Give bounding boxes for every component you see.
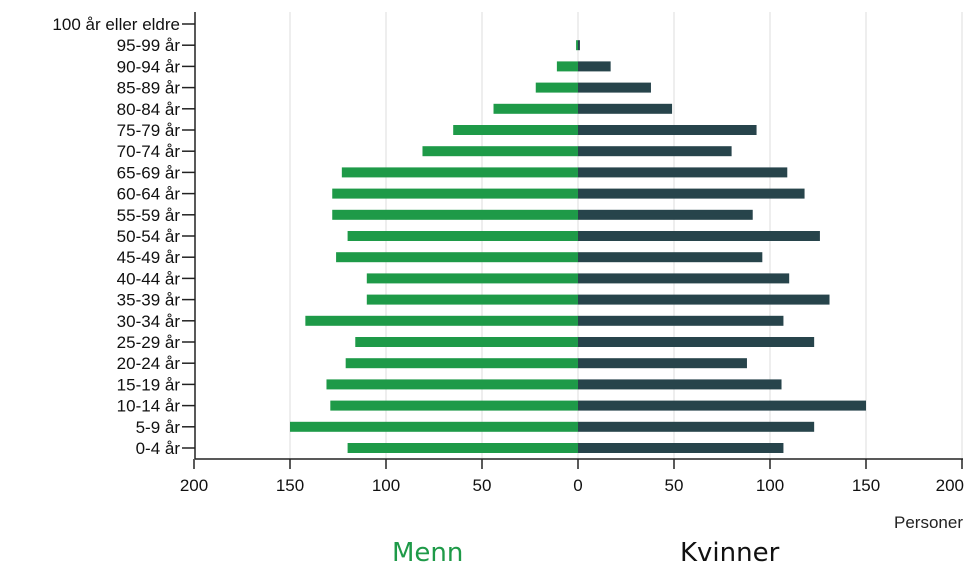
bar-menn <box>556 61 578 72</box>
y-tick-label: 10-14 år <box>117 397 181 416</box>
bar-kvinner <box>578 231 820 241</box>
x-tick-label: 200 <box>936 476 964 495</box>
bar-menn <box>355 337 578 347</box>
y-tick-label: 25-29 år <box>117 333 181 352</box>
bar-menn <box>493 103 578 114</box>
bar-menn <box>366 294 578 305</box>
y-tick-label: 45-49 år <box>117 248 181 267</box>
y-axis: 100 år eller eldre 95-99 år 90-94 år 85-89 … <box>52 12 196 459</box>
bar-kvinner <box>578 273 790 284</box>
x-tick-label: 50 <box>665 476 684 495</box>
bar-kvinner <box>578 146 732 157</box>
bar-menn <box>336 252 578 263</box>
y-tick-label: 40-44 år <box>117 269 181 288</box>
bar-menn <box>290 421 578 432</box>
bar-kvinner <box>578 125 757 135</box>
bar-kvinner <box>578 252 763 263</box>
legend-kvinner: Kvinner <box>680 538 780 568</box>
x-axis: 200 150 100 50 0 50 100 150 200 <box>180 458 964 495</box>
bar-menn <box>332 188 578 199</box>
y-tick-label: 20-24 år <box>117 354 181 373</box>
bar-menn <box>422 146 578 157</box>
bar-kvinner <box>578 209 753 220</box>
bar-kvinner <box>578 40 580 51</box>
bar-kvinner <box>578 379 782 390</box>
bar-menn <box>326 379 578 390</box>
y-tick-label: 30-34 år <box>117 312 181 331</box>
y-tick-label: 35-39 år <box>117 291 181 310</box>
y-tick-label: 70-74 år <box>117 142 181 161</box>
bar-kvinner <box>578 82 651 93</box>
x-tick-label: 150 <box>276 476 304 495</box>
bar-menn <box>347 231 578 241</box>
bar-kvinner <box>578 358 747 369</box>
bar-menn <box>347 443 578 453</box>
y-tick-label: 95-99 år <box>117 36 181 55</box>
bar-kvinner <box>578 337 815 347</box>
x-tick-label: 100 <box>756 476 784 495</box>
bar-menn <box>535 82 578 93</box>
bars <box>290 40 866 453</box>
bar-kvinner <box>578 103 673 114</box>
bar-kvinner <box>578 188 805 199</box>
bar-menn <box>330 400 578 411</box>
bar-menn <box>366 273 578 284</box>
x-tick-label: 200 <box>180 476 208 495</box>
x-axis-title: Personer <box>894 513 963 532</box>
bar-kvinner <box>578 400 866 411</box>
bar-menn <box>332 209 578 220</box>
y-tick-label: 85-89 år <box>117 79 181 98</box>
y-tick-label: 55-59 år <box>117 206 181 225</box>
y-tick-label: 80-84 år <box>117 100 181 119</box>
y-tick-label: 5-9 år <box>136 418 181 437</box>
legend-menn: Menn <box>392 538 464 568</box>
y-tick-label: 15-19 år <box>117 375 181 394</box>
y-tick-label: 65-69 år <box>117 163 181 182</box>
bar-menn <box>345 358 578 369</box>
y-tick-label: 0-4 år <box>136 439 181 458</box>
y-tick-label: 90-94 år <box>117 57 181 76</box>
y-tick-label: 75-79 år <box>117 121 181 140</box>
y-tick-label: 50-54 år <box>117 227 181 246</box>
x-tick-label: 50 <box>473 476 492 495</box>
bar-kvinner <box>578 61 611 72</box>
y-tick-label: 100 år eller eldre <box>52 15 180 34</box>
bar-kvinner <box>578 167 788 178</box>
bar-menn <box>341 167 578 178</box>
bar-kvinner <box>578 294 830 305</box>
bar-menn <box>453 125 578 135</box>
x-tick-label: 100 <box>372 476 400 495</box>
bar-kvinner <box>578 315 784 326</box>
bar-menn <box>305 315 578 326</box>
x-tick-label: 150 <box>852 476 880 495</box>
bar-kvinner <box>578 443 784 453</box>
y-tick-label: 60-64 år <box>117 185 181 204</box>
x-tick-label: 0 <box>573 476 582 495</box>
bar-menn <box>576 40 578 51</box>
bar-kvinner <box>578 421 815 432</box>
